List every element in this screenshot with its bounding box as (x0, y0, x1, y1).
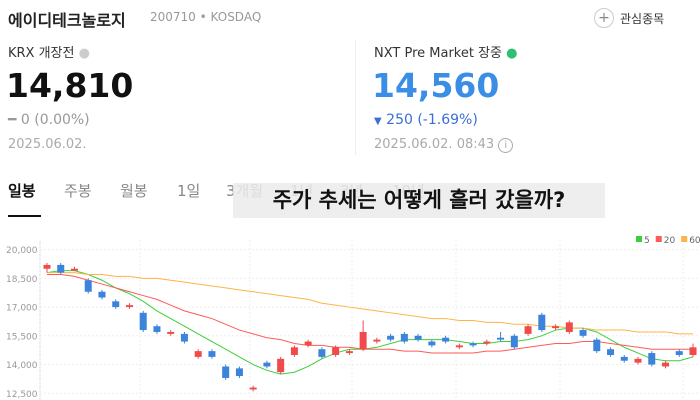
candle-body (235, 368, 243, 377)
candle-body (318, 349, 326, 357)
candle-body (675, 351, 683, 355)
candle-body (579, 330, 587, 336)
watch-icon[interactable]: + (594, 8, 614, 28)
nxt-label: NXT Pre Market 장중 ● (374, 42, 518, 61)
candle-body (400, 333, 408, 342)
candle-body (167, 331, 175, 334)
candle-body (648, 353, 656, 365)
candle-body (442, 337, 450, 342)
legend-swatch (681, 236, 688, 242)
candle-body (387, 335, 395, 340)
candle-body (153, 326, 161, 332)
tab[interactable]: 1일 (177, 182, 201, 200)
candle-body (359, 331, 367, 350)
tab-underline (8, 215, 41, 217)
candle-body (538, 314, 546, 331)
candle-body (84, 280, 92, 292)
tab[interactable]: 월봉 (120, 182, 148, 200)
candle-body (469, 343, 477, 346)
candle-body (689, 347, 697, 355)
candle-body (222, 366, 230, 378)
krx-date: 2025.06.02. (8, 137, 87, 152)
krx-price: 14,810 (6, 66, 134, 105)
candle-body (483, 341, 491, 344)
label: NXT Pre Market 장중 (374, 46, 503, 61)
candle-body (345, 351, 353, 354)
tab[interactable]: 주봉 (64, 182, 92, 200)
legend-swatch (655, 236, 662, 242)
y-tick-label: 17,000 (6, 304, 38, 314)
legend-swatch (636, 236, 642, 242)
nxt-price: 14,560 (372, 66, 500, 105)
candle-body (57, 264, 65, 273)
candle-body (414, 335, 422, 340)
candle-body (524, 326, 532, 334)
date: 2025.06.02. 08:43 (374, 137, 495, 152)
candle-body (180, 333, 188, 342)
tab[interactable]: 일봉 (8, 182, 36, 200)
candle-body (497, 337, 505, 340)
candle-body (43, 264, 51, 269)
moving-average (47, 273, 693, 354)
y-tick-label: 14,000 (6, 361, 38, 371)
candle-body (139, 312, 147, 331)
candle-body (620, 356, 628, 361)
krx-change: ━ 0 (0.00%) (8, 112, 90, 128)
watch-button[interactable]: 관심종목 (620, 12, 665, 26)
change: 250 (-1.69%) (386, 112, 478, 128)
status-dot: ● (78, 46, 90, 61)
candle-body (70, 268, 78, 271)
candle-body (304, 341, 312, 346)
krx-label: KRX 개장전 ● (8, 42, 90, 61)
down-icon: ▼ (374, 116, 382, 127)
y-tick-label: 15,500 (6, 332, 38, 342)
moving-average (47, 272, 693, 335)
y-tick-label: 12,500 (6, 390, 38, 400)
candle-body (510, 335, 518, 348)
candle-body (552, 326, 560, 329)
legend-label: 5 (644, 236, 650, 246)
label: KRX 개장전 (8, 46, 75, 61)
candle-body (455, 345, 463, 348)
legend-label: 60 (689, 236, 700, 246)
candle-body (290, 347, 298, 355)
y-tick-label: 18,500 (6, 275, 38, 285)
candle-body (112, 301, 120, 308)
market: KOSDAQ (210, 10, 262, 24)
change: 0 (0.00%) (20, 112, 90, 128)
candle-body (428, 341, 436, 346)
candle-body (125, 305, 133, 308)
candle-body (607, 349, 615, 355)
divider (355, 40, 356, 155)
candle-body (373, 339, 381, 342)
candle-body (593, 339, 601, 352)
candle-body (208, 351, 216, 357)
flat-icon: ━ (8, 112, 17, 128)
candle-body (194, 351, 202, 357)
candle-body (277, 358, 285, 373)
overlay-caption: 주가 추세는 어떻게 흘러 갔을까? (233, 183, 605, 218)
code: 200710 (150, 10, 196, 24)
legend-label: 20 (664, 236, 676, 246)
stock-name: 에이디테크놀로지 (8, 11, 126, 30)
candle-body (662, 362, 670, 367)
y-tick-label: 20,000 (6, 246, 38, 256)
nxt-date: 2025.06.02. 08:43 i (374, 137, 514, 153)
candle-body (634, 358, 642, 363)
candle-body (332, 347, 340, 355)
info-icon[interactable]: i (498, 138, 514, 153)
status-dot: ● (506, 46, 518, 61)
candle-body (249, 387, 257, 390)
nxt-change: ▼ 250 (-1.69%) (374, 112, 478, 128)
candle-body (263, 362, 271, 367)
candle-body (98, 291, 106, 298)
stock-code: 200710 • KOSDAQ (150, 10, 262, 24)
candle-body (565, 322, 573, 332)
